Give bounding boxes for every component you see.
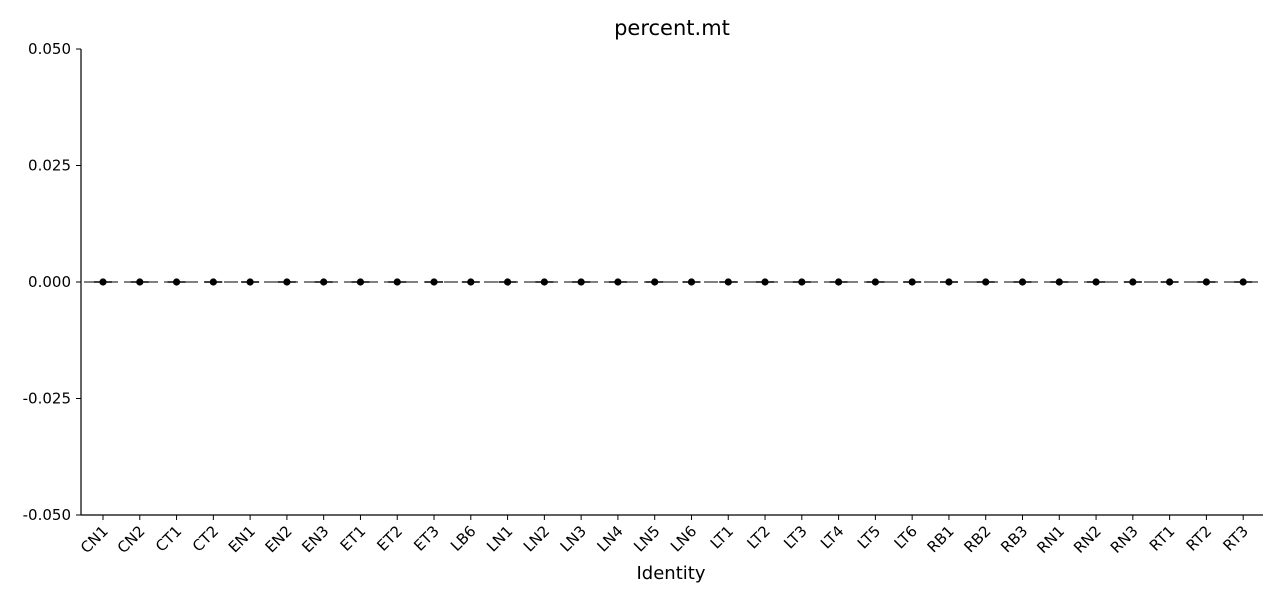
x-tick-label: RB3 [997,522,1031,556]
data-point [577,278,585,286]
x-tick-label: LN3 [557,522,590,555]
data-point [320,278,328,286]
data-point [945,278,953,286]
data-point [356,278,365,286]
data-point [172,278,181,286]
data-point [1239,278,1247,286]
x-axis: CN1 CN2 CT1 CT2 EN1 EN2 EN3 ET1 ET2 ET3 LB6 LN1 LN2 L… [77,514,1263,557]
x-tick-label: ET3 [410,522,443,555]
data-point [393,278,401,286]
x-tick-label: RT3 [1219,522,1252,555]
data-point [982,278,990,286]
data-point [209,278,217,286]
data-point [835,278,843,286]
y-tick-label: -0.025 [23,390,71,408]
x-tick-label: LB6 [447,522,480,555]
x-tick-label: LN4 [593,522,626,555]
plot-area [84,278,1260,286]
y-tick-label: 0.025 [28,157,71,175]
data-point [283,278,291,286]
x-tick-label: RN3 [1107,522,1142,557]
data-point [1202,278,1210,286]
x-tick-label: CT1 [152,522,185,555]
y-tick-label: 0.050 [28,40,71,58]
x-tick-label: RB1 [924,522,958,556]
x-tick-label: EN3 [298,522,332,556]
data-point [540,278,548,286]
data-point [99,278,107,286]
data-point [687,278,696,286]
x-tick-label: LN1 [483,522,516,555]
x-tick-label: LT2 [743,522,773,552]
data-point [430,278,438,286]
x-tick-label: CN1 [77,522,112,557]
y-axis: -0.050 -0.025 0.000 0.025 0.050 [23,40,82,524]
data-point [651,278,659,286]
x-axis-title: Identity [637,563,706,584]
x-tick-label: RT1 [1146,522,1179,555]
x-tick-label: RN1 [1033,522,1068,557]
x-tick-label: EN1 [225,522,259,556]
x-tick-label: RN2 [1070,522,1105,557]
data-point [798,278,806,286]
x-tick-label: CT2 [189,522,222,555]
data-point [1018,278,1027,286]
x-tick-label: ET2 [373,522,406,555]
y-tick-label: 0.000 [28,273,71,291]
data-point [724,278,732,286]
data-point [136,278,144,286]
chart-title: percent.mt [614,16,730,40]
x-tick-label: ET1 [337,522,370,555]
x-tick-label: LT1 [707,522,737,552]
data-point [614,278,622,286]
x-tick-label: LT4 [817,522,847,552]
data-point [761,278,769,286]
data-point [1129,278,1137,286]
data-point [908,278,916,286]
data-point [1092,278,1100,286]
x-tick-label: LN5 [630,522,663,555]
data-point [467,278,475,286]
x-tick-label: LT5 [854,522,884,552]
data-point [246,278,254,286]
y-tick-label: -0.050 [23,506,71,524]
x-tick-label: LN6 [667,522,700,555]
x-tick-label: CN2 [114,522,149,557]
data-point [1166,278,1174,286]
x-tick-label: RB2 [960,522,994,556]
x-tick-label: LN2 [520,522,553,555]
x-tick-label: RT2 [1183,522,1216,555]
x-tick-label: LT6 [891,522,921,552]
data-point [1055,278,1063,286]
data-point [871,278,879,286]
data-point [503,278,512,286]
x-tick-label: LT3 [780,522,810,552]
x-tick-label: EN2 [262,522,296,556]
